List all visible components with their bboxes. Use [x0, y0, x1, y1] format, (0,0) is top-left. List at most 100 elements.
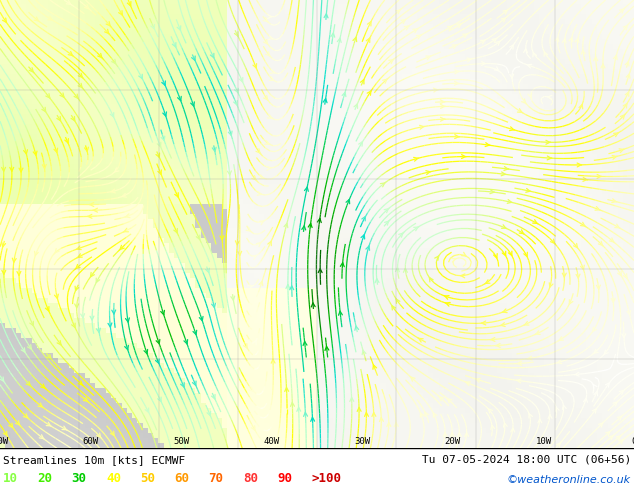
FancyArrowPatch shape — [266, 167, 271, 170]
FancyArrowPatch shape — [108, 323, 112, 327]
FancyArrowPatch shape — [238, 251, 242, 255]
FancyArrowPatch shape — [246, 227, 252, 232]
FancyArrowPatch shape — [354, 104, 358, 108]
FancyArrowPatch shape — [619, 390, 624, 394]
FancyArrowPatch shape — [387, 422, 391, 426]
FancyArrowPatch shape — [385, 220, 390, 225]
FancyArrowPatch shape — [54, 248, 59, 254]
FancyArrowPatch shape — [619, 8, 624, 13]
FancyArrowPatch shape — [207, 411, 210, 416]
FancyArrowPatch shape — [212, 147, 216, 151]
FancyArrowPatch shape — [365, 413, 368, 416]
FancyArrowPatch shape — [106, 22, 111, 27]
FancyArrowPatch shape — [426, 56, 431, 60]
FancyArrowPatch shape — [481, 40, 486, 44]
FancyArrowPatch shape — [181, 383, 184, 387]
FancyArrowPatch shape — [318, 219, 321, 222]
FancyArrowPatch shape — [39, 435, 44, 440]
FancyArrowPatch shape — [623, 274, 627, 278]
FancyArrowPatch shape — [9, 423, 13, 427]
FancyArrowPatch shape — [413, 157, 418, 161]
FancyArrowPatch shape — [113, 168, 119, 172]
FancyArrowPatch shape — [524, 252, 527, 257]
FancyArrowPatch shape — [47, 354, 52, 360]
FancyArrowPatch shape — [368, 22, 371, 26]
FancyArrowPatch shape — [367, 91, 371, 96]
FancyArrowPatch shape — [228, 171, 231, 175]
FancyArrowPatch shape — [12, 258, 16, 262]
Text: 50: 50 — [140, 472, 155, 485]
FancyArrowPatch shape — [302, 226, 306, 230]
FancyArrowPatch shape — [526, 189, 531, 192]
FancyArrowPatch shape — [516, 379, 521, 383]
FancyArrowPatch shape — [616, 435, 621, 440]
FancyArrowPatch shape — [42, 165, 46, 169]
FancyArrowPatch shape — [548, 96, 552, 99]
FancyArrowPatch shape — [362, 350, 366, 355]
FancyArrowPatch shape — [269, 77, 274, 80]
FancyArrowPatch shape — [323, 98, 327, 103]
FancyArrowPatch shape — [594, 392, 598, 396]
FancyArrowPatch shape — [501, 225, 507, 229]
FancyArrowPatch shape — [15, 421, 20, 426]
FancyArrowPatch shape — [623, 104, 627, 108]
FancyArrowPatch shape — [491, 425, 495, 429]
FancyArrowPatch shape — [271, 359, 275, 363]
FancyArrowPatch shape — [60, 93, 64, 97]
FancyArrowPatch shape — [259, 175, 264, 178]
FancyArrowPatch shape — [268, 15, 272, 19]
FancyArrowPatch shape — [605, 431, 611, 436]
FancyArrowPatch shape — [593, 327, 597, 332]
FancyArrowPatch shape — [481, 321, 486, 325]
FancyArrowPatch shape — [581, 50, 585, 54]
Text: >100: >100 — [311, 472, 341, 485]
FancyArrowPatch shape — [597, 285, 600, 289]
FancyArrowPatch shape — [389, 59, 394, 64]
FancyArrowPatch shape — [268, 241, 271, 245]
FancyArrowPatch shape — [496, 41, 501, 46]
FancyArrowPatch shape — [433, 413, 437, 417]
FancyArrowPatch shape — [96, 328, 100, 332]
FancyArrowPatch shape — [425, 412, 429, 416]
FancyArrowPatch shape — [492, 38, 497, 43]
FancyArrowPatch shape — [158, 397, 161, 401]
FancyArrowPatch shape — [490, 338, 495, 342]
FancyArrowPatch shape — [501, 172, 506, 176]
FancyArrowPatch shape — [127, 1, 131, 6]
FancyArrowPatch shape — [34, 17, 39, 22]
FancyArrowPatch shape — [595, 207, 600, 210]
FancyArrowPatch shape — [618, 416, 623, 420]
FancyArrowPatch shape — [163, 112, 167, 116]
FancyArrowPatch shape — [303, 342, 307, 345]
FancyArrowPatch shape — [418, 338, 423, 342]
FancyArrowPatch shape — [75, 286, 79, 291]
FancyArrowPatch shape — [119, 11, 122, 15]
FancyArrowPatch shape — [311, 303, 315, 307]
Text: 20W: 20W — [445, 437, 461, 446]
FancyArrowPatch shape — [126, 318, 129, 322]
FancyArrowPatch shape — [583, 398, 587, 402]
FancyArrowPatch shape — [228, 131, 232, 135]
FancyArrowPatch shape — [177, 26, 181, 30]
FancyArrowPatch shape — [605, 383, 609, 387]
FancyArrowPatch shape — [30, 321, 34, 326]
Text: ©weatheronline.co.uk: ©weatheronline.co.uk — [507, 475, 631, 485]
FancyArrowPatch shape — [33, 151, 37, 155]
FancyArrowPatch shape — [439, 396, 444, 401]
FancyArrowPatch shape — [627, 311, 631, 315]
FancyArrowPatch shape — [57, 117, 60, 121]
FancyArrowPatch shape — [558, 337, 564, 341]
FancyArrowPatch shape — [451, 258, 456, 262]
FancyArrowPatch shape — [90, 316, 94, 320]
FancyArrowPatch shape — [569, 38, 573, 42]
FancyArrowPatch shape — [252, 315, 256, 319]
FancyArrowPatch shape — [581, 222, 586, 227]
FancyArrowPatch shape — [619, 149, 624, 152]
FancyArrowPatch shape — [597, 174, 602, 178]
FancyArrowPatch shape — [259, 220, 264, 225]
FancyArrowPatch shape — [462, 155, 466, 158]
FancyArrowPatch shape — [357, 408, 361, 412]
FancyArrowPatch shape — [456, 24, 462, 27]
FancyArrowPatch shape — [346, 199, 349, 204]
FancyArrowPatch shape — [231, 296, 235, 300]
